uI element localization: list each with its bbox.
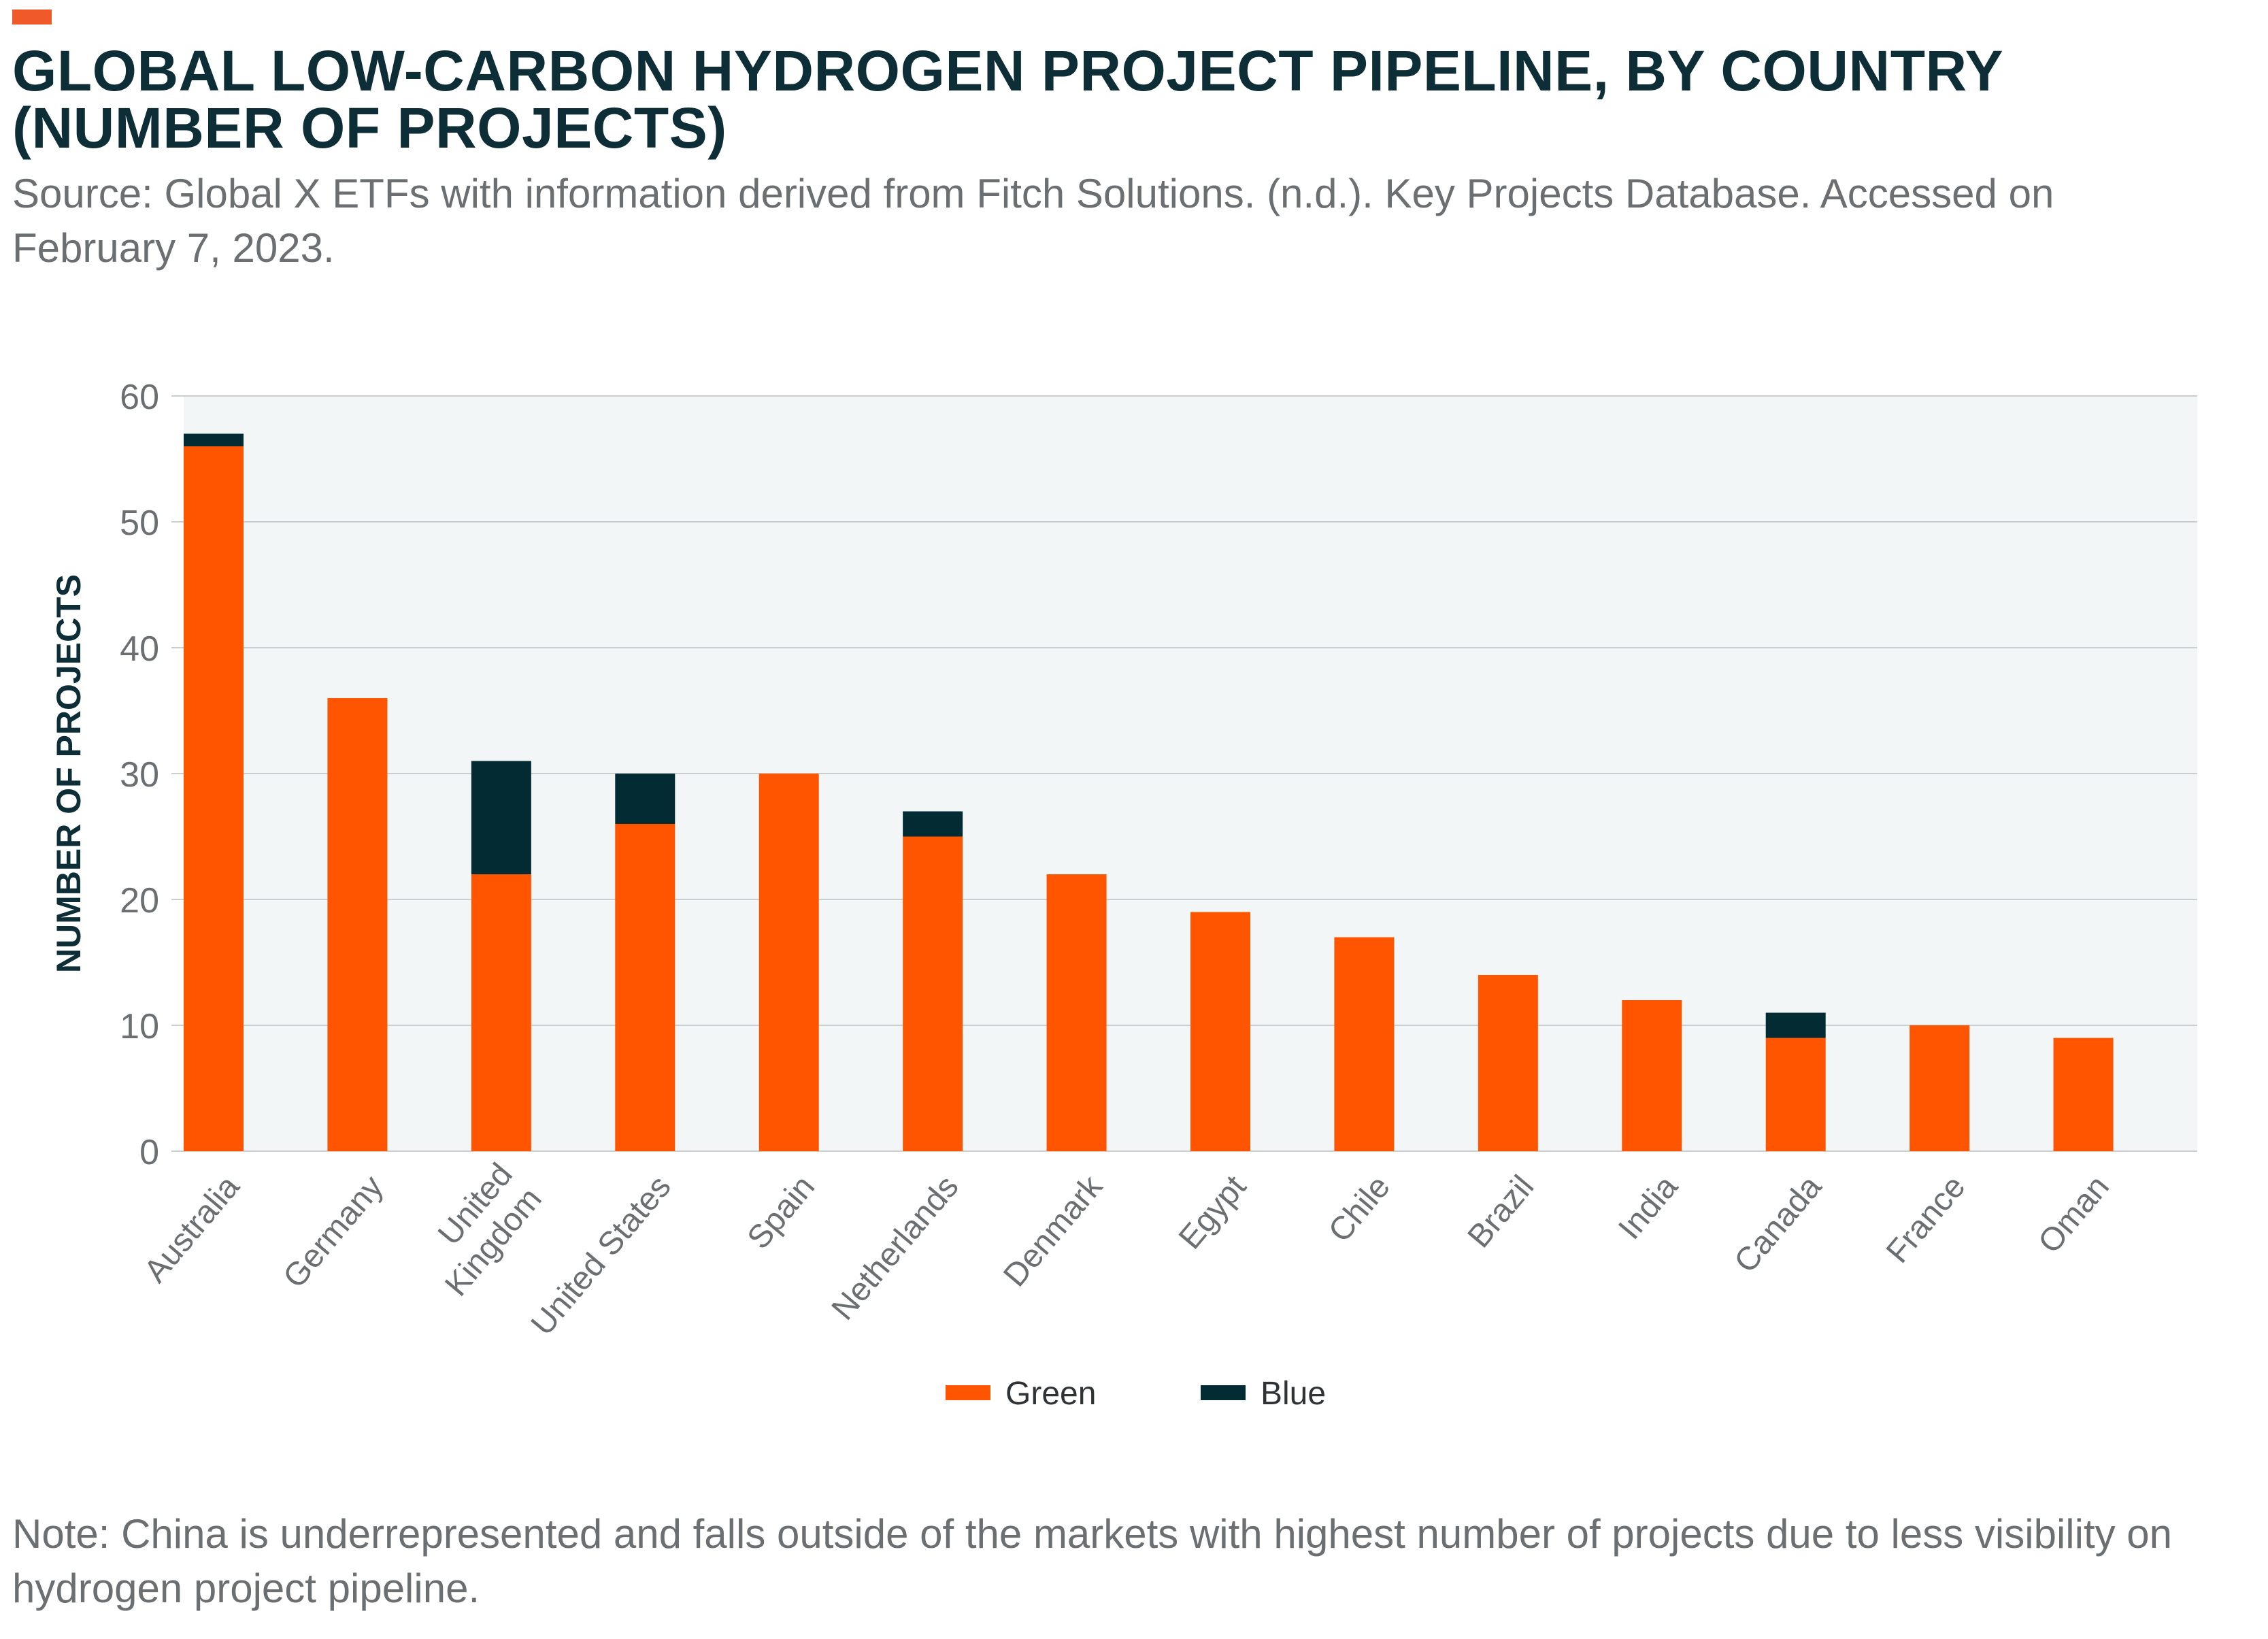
x-tick-label: Chile <box>1322 1169 1397 1249</box>
bar-green <box>758 774 819 1151</box>
x-tick-label: Germany <box>276 1169 390 1295</box>
bar-green <box>615 824 676 1151</box>
bar-green <box>903 836 963 1151</box>
chart-source: Source: Global X ETFs with information d… <box>12 171 2054 271</box>
bar-blue <box>471 761 531 874</box>
bar-blue <box>184 433 244 446</box>
y-tick-label: 10 <box>120 1007 159 1046</box>
bar-green <box>1765 1038 1826 1151</box>
bar-blue <box>903 811 963 837</box>
x-tick-label: Denmark <box>997 1168 1110 1293</box>
legend-swatch-green <box>946 1385 990 1400</box>
legend-swatch-blue <box>1201 1385 1246 1400</box>
x-tick-label: Oman <box>2031 1169 2116 1260</box>
chart-title: GLOBAL LOW-CARBON HYDROGEN PROJECT PIPEL… <box>12 39 2004 160</box>
bar-green <box>471 874 531 1151</box>
bar-green <box>1190 912 1250 1151</box>
bar-green <box>1046 874 1107 1151</box>
y-tick-label: 60 <box>120 378 159 417</box>
x-tick-label: United States <box>524 1169 678 1342</box>
chart-note: Note: China is underrepresented and fall… <box>12 1511 2173 1611</box>
x-tick-label: India <box>1612 1169 1685 1246</box>
bar-blue <box>1765 1012 1826 1038</box>
x-tick-label: Canada <box>1727 1169 1829 1280</box>
bar-green <box>1910 1025 1970 1151</box>
y-tick-label: 30 <box>120 755 159 795</box>
accent-bar <box>12 10 52 24</box>
x-tick-label: Egypt <box>1172 1169 1254 1256</box>
bar-green <box>1334 937 1395 1151</box>
bar-blue <box>615 774 676 824</box>
bar-green <box>184 446 244 1151</box>
y-tick-label: 20 <box>120 881 159 921</box>
bar-green <box>2053 1038 2114 1151</box>
bar-green <box>327 698 388 1151</box>
x-tick-label: France <box>1880 1169 1973 1270</box>
bar-green <box>1478 975 1538 1151</box>
legend-label-green: Green <box>1005 1376 1096 1412</box>
x-tick-label: Brazil <box>1461 1169 1541 1255</box>
x-tick-label: UnitedKingdom <box>409 1157 548 1303</box>
y-tick-label: 40 <box>120 629 159 669</box>
legend-label-blue: Blue <box>1261 1376 1326 1412</box>
y-tick-label: 0 <box>139 1133 159 1172</box>
bar-green <box>1622 1000 1682 1151</box>
x-tick-label: Spain <box>741 1169 822 1256</box>
x-tick-label: Australia <box>137 1169 247 1289</box>
y-axis-title: NUMBER OF PROJECTS <box>50 574 88 973</box>
x-tick-label: Netherlands <box>825 1169 966 1327</box>
y-tick-label: 50 <box>120 503 159 543</box>
